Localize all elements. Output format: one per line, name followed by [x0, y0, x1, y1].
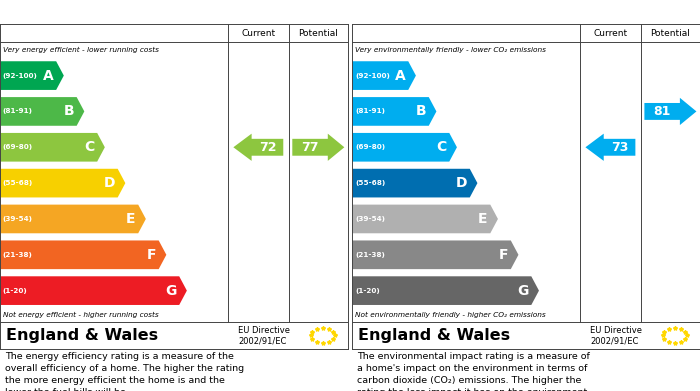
Text: Current: Current: [594, 29, 627, 38]
Text: 72: 72: [259, 141, 276, 154]
Polygon shape: [352, 61, 416, 90]
Polygon shape: [293, 134, 344, 161]
Polygon shape: [352, 169, 477, 197]
Text: C: C: [436, 140, 447, 154]
Polygon shape: [0, 276, 187, 305]
Text: (1-20): (1-20): [355, 288, 379, 294]
Text: A: A: [43, 68, 53, 83]
Text: England & Wales: England & Wales: [358, 328, 510, 343]
Text: The environmental impact rating is a measure of
a home's impact on the environme: The environmental impact rating is a mea…: [357, 352, 591, 391]
Text: (21-38): (21-38): [355, 252, 385, 258]
Text: Current: Current: [241, 29, 275, 38]
Text: Very energy efficient - lower running costs: Very energy efficient - lower running co…: [3, 47, 159, 53]
Text: G: G: [165, 283, 176, 298]
Text: (92-100): (92-100): [355, 73, 390, 79]
Polygon shape: [352, 133, 457, 161]
Polygon shape: [0, 240, 167, 269]
Text: (39-54): (39-54): [3, 216, 33, 222]
Polygon shape: [352, 97, 436, 126]
Polygon shape: [0, 204, 146, 233]
Polygon shape: [0, 133, 105, 161]
Polygon shape: [0, 61, 64, 90]
Text: Not environmentally friendly - higher CO₂ emissions: Not environmentally friendly - higher CO…: [355, 312, 545, 318]
Text: 81: 81: [654, 105, 671, 118]
Polygon shape: [352, 240, 519, 269]
Text: EU Directive
2002/91/EC: EU Directive 2002/91/EC: [590, 326, 643, 345]
Text: (21-38): (21-38): [3, 252, 33, 258]
Text: (55-68): (55-68): [355, 180, 385, 186]
Text: C: C: [84, 140, 95, 154]
Text: F: F: [498, 248, 508, 262]
Text: (69-80): (69-80): [3, 144, 33, 150]
Text: (1-20): (1-20): [3, 288, 27, 294]
Text: D: D: [456, 176, 467, 190]
Text: Environmental Impact (CO₂) Rating: Environmental Impact (CO₂) Rating: [357, 5, 631, 19]
Polygon shape: [645, 98, 696, 125]
Text: Energy Efficiency Rating: Energy Efficiency Rating: [5, 5, 197, 19]
Polygon shape: [233, 134, 284, 161]
Text: G: G: [517, 283, 528, 298]
Text: E: E: [478, 212, 487, 226]
Text: E: E: [126, 212, 135, 226]
Text: 73: 73: [611, 141, 628, 154]
Text: Not energy efficient - higher running costs: Not energy efficient - higher running co…: [3, 312, 158, 318]
Polygon shape: [0, 97, 84, 126]
Text: Potential: Potential: [650, 29, 690, 38]
Text: 77: 77: [301, 141, 318, 154]
Text: (92-100): (92-100): [3, 73, 38, 79]
Text: (81-91): (81-91): [3, 108, 33, 115]
Text: Very environmentally friendly - lower CO₂ emissions: Very environmentally friendly - lower CO…: [355, 47, 546, 53]
Text: England & Wales: England & Wales: [6, 328, 158, 343]
Polygon shape: [585, 134, 636, 161]
Text: EU Directive
2002/91/EC: EU Directive 2002/91/EC: [238, 326, 290, 345]
Text: (81-91): (81-91): [355, 108, 385, 115]
Text: A: A: [395, 68, 405, 83]
Text: (39-54): (39-54): [355, 216, 385, 222]
Text: B: B: [415, 104, 426, 118]
Polygon shape: [352, 204, 498, 233]
Text: (55-68): (55-68): [3, 180, 33, 186]
Text: D: D: [104, 176, 115, 190]
Text: F: F: [146, 248, 156, 262]
Polygon shape: [0, 169, 125, 197]
Text: Potential: Potential: [298, 29, 338, 38]
Polygon shape: [352, 276, 539, 305]
Text: The energy efficiency rating is a measure of the
overall efficiency of a home. T: The energy efficiency rating is a measur…: [5, 352, 244, 391]
Text: (69-80): (69-80): [355, 144, 385, 150]
Text: B: B: [63, 104, 74, 118]
